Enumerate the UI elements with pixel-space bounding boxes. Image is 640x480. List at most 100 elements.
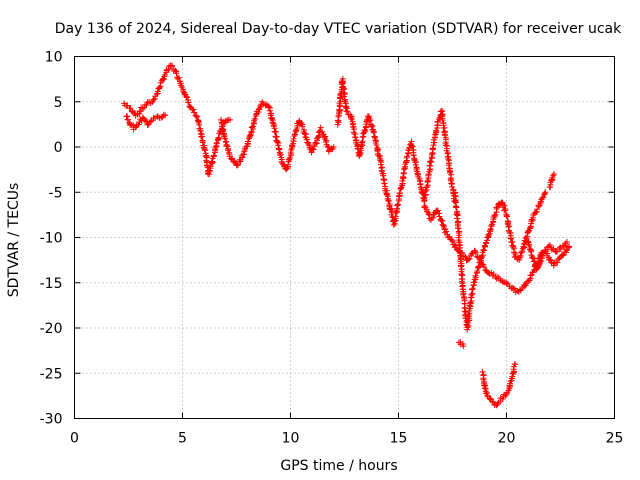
plot-frame <box>74 56 615 419</box>
x-tick-label: 10 <box>282 431 300 447</box>
data-point <box>472 248 479 255</box>
data-point <box>489 398 496 405</box>
data-point <box>492 211 499 218</box>
data-point <box>537 258 544 265</box>
data-point <box>507 235 514 242</box>
x-tick-label: 15 <box>390 431 408 447</box>
data-point <box>429 145 436 152</box>
data-point <box>124 113 131 120</box>
data-point <box>343 105 350 112</box>
data-point <box>519 284 526 291</box>
y-axis-label: SDTVAR / TECUs <box>6 183 22 298</box>
data-point <box>193 113 200 120</box>
data-point <box>268 115 275 122</box>
data-point <box>421 194 428 201</box>
data-point <box>443 228 450 235</box>
y-tick-label: 10 <box>45 50 63 66</box>
y-tick-label: -20 <box>40 321 63 337</box>
data-point <box>343 107 350 114</box>
data-point <box>566 243 573 250</box>
data-point <box>417 181 424 188</box>
data-point <box>368 123 375 130</box>
data-point <box>486 395 493 402</box>
data-point <box>227 116 234 123</box>
data-point <box>546 241 553 248</box>
data-point <box>290 135 297 142</box>
data-point <box>540 194 547 201</box>
data-point <box>381 180 388 187</box>
data-point <box>380 172 387 179</box>
data-point <box>546 256 553 263</box>
data-point <box>486 228 493 235</box>
data-point <box>150 96 157 103</box>
data-point <box>541 190 548 197</box>
data-point <box>162 112 169 119</box>
data-point <box>474 268 481 275</box>
data-point <box>394 201 401 208</box>
data-point <box>391 218 398 225</box>
data-point <box>222 135 229 142</box>
data-point <box>356 152 363 159</box>
data-point <box>481 385 488 392</box>
data-point <box>201 147 208 154</box>
data-point <box>504 213 511 220</box>
data-point <box>503 280 510 287</box>
data-point <box>531 257 538 264</box>
data-point <box>534 206 541 213</box>
data-point <box>452 198 459 205</box>
data-point <box>213 139 220 146</box>
data-point <box>305 140 312 147</box>
data-point <box>472 272 479 279</box>
data-point <box>501 391 508 398</box>
data-point <box>299 123 306 130</box>
data-point <box>191 109 198 116</box>
data-point <box>124 116 131 123</box>
data-point <box>143 102 150 109</box>
data-point <box>436 213 443 220</box>
data-point <box>340 86 347 93</box>
data-point <box>559 252 566 259</box>
data-point <box>494 401 501 408</box>
data-point <box>481 382 488 389</box>
data-point <box>222 139 229 146</box>
data-point <box>397 185 404 192</box>
data-point <box>453 204 460 211</box>
data-point <box>306 144 313 151</box>
data-point <box>359 134 366 141</box>
data-point <box>479 368 486 375</box>
data-point <box>337 103 344 110</box>
data-point <box>527 246 534 253</box>
data-point <box>439 117 446 124</box>
x-tick-label: 20 <box>498 431 516 447</box>
data-point <box>180 88 187 95</box>
data-point <box>522 234 529 241</box>
data-point <box>434 207 441 214</box>
data-point <box>287 154 294 161</box>
x-tick-label: 25 <box>606 431 624 447</box>
data-point <box>528 248 535 255</box>
data-point <box>215 134 222 141</box>
data-point <box>257 104 264 111</box>
y-tick-label: 5 <box>54 95 63 111</box>
data-point <box>127 105 134 112</box>
data-point <box>160 111 167 118</box>
data-point <box>366 117 373 124</box>
data-point <box>481 242 488 249</box>
x-tick-labels: 0 5 10 15 20 25 <box>70 431 623 447</box>
data-point <box>517 253 524 260</box>
data-point <box>472 249 479 256</box>
y-tick-label: -10 <box>40 231 63 247</box>
data-point <box>457 263 464 270</box>
data-point <box>512 361 519 368</box>
y-tick-label: -15 <box>40 276 63 292</box>
data-point <box>460 343 467 350</box>
data-point <box>551 171 558 178</box>
data-point <box>410 152 417 159</box>
y-tick-label: -25 <box>40 366 63 382</box>
data-point <box>210 152 217 159</box>
y-tick-labels: -30 -25 -20 -15 -10 -5 0 5 10 <box>40 50 63 428</box>
data-point <box>427 158 434 165</box>
data-point <box>542 189 549 196</box>
data-point <box>468 291 475 298</box>
